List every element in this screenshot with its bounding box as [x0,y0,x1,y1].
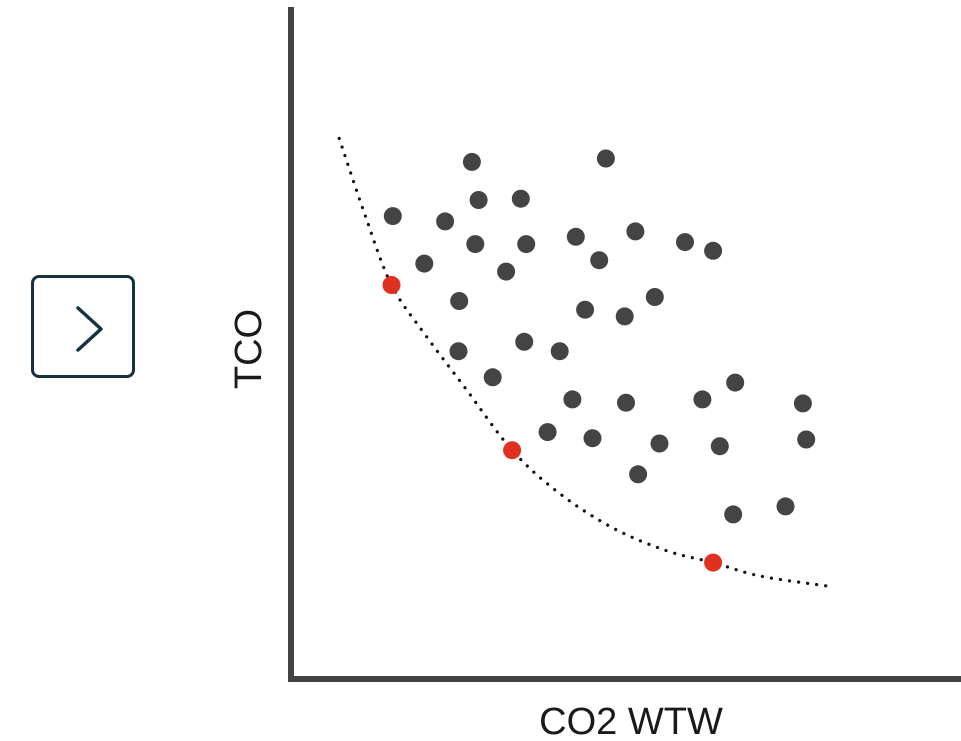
data-point [650,434,669,453]
data-point [466,235,485,254]
data-point [450,292,469,310]
x-axis-title: CO2 WTW [539,701,723,741]
data-point [462,152,481,171]
data-point [383,207,402,226]
data-point [550,342,569,361]
data-point [415,254,434,273]
data-point [511,189,530,208]
frontier-line [337,136,829,588]
data-point [776,497,795,516]
data-point [483,368,502,387]
data-point [710,437,729,456]
data-point [590,251,609,270]
data-point [583,429,602,448]
data-point [793,394,812,413]
pareto-point [503,441,522,460]
data-point [497,262,516,281]
data-point [724,505,743,524]
data-point [436,212,455,231]
next-button[interactable] [31,275,135,378]
data-point [617,393,635,412]
data-point [645,288,664,306]
data-point [566,227,585,246]
data-point [576,300,595,319]
data-point [449,342,468,361]
data-points [382,149,816,572]
data-point [626,222,645,241]
pareto-point [704,553,723,572]
data-point [515,332,534,351]
data-point [629,465,648,484]
data-point [596,149,615,168]
pareto-point [382,276,401,294]
data-point [704,241,723,260]
data-point [615,307,634,326]
pareto-frontier [337,136,829,588]
data-point [538,423,557,442]
data-point [693,390,712,409]
y-axis-title: TCO [228,309,270,389]
chevron-right-icon [76,306,103,352]
data-point [517,235,536,254]
data-point [797,430,816,449]
data-point [726,373,745,392]
data-point [469,191,488,209]
data-point [676,233,694,252]
data-point [563,390,582,409]
